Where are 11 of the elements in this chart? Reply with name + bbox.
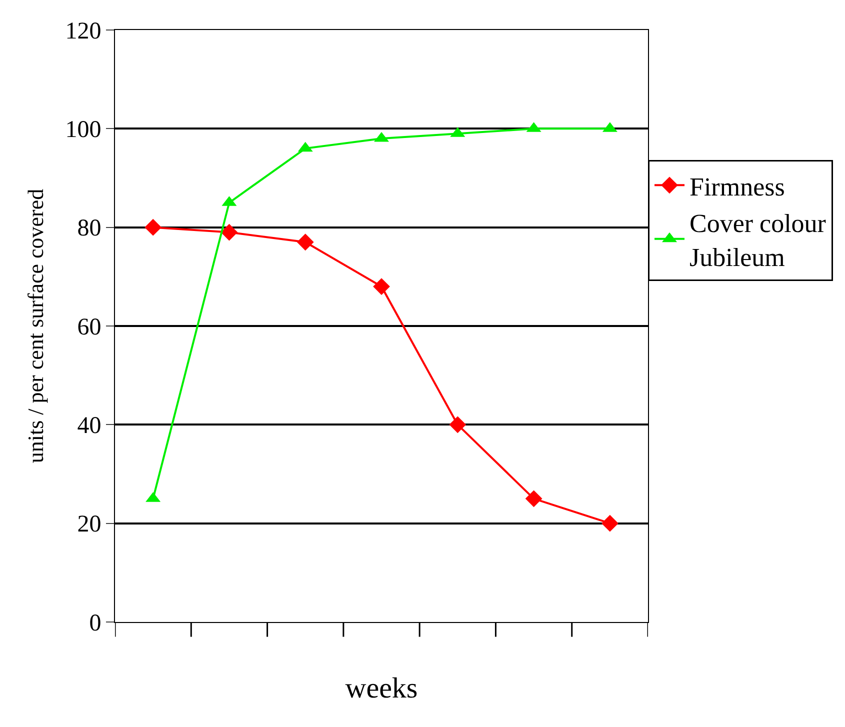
- y-tick-label: 0: [89, 610, 102, 636]
- y-tick-label: 80: [77, 216, 102, 242]
- legend-label: Firmness: [690, 172, 785, 202]
- y-tick-label: 100: [65, 117, 102, 144]
- y-tick-label: 40: [77, 413, 102, 440]
- x-axis-title: weeks: [345, 672, 418, 705]
- y-axis-title: units / per cent surface covered: [23, 188, 48, 464]
- y-tick-label: 20: [77, 512, 102, 538]
- legend-label: Cover colour Jubileum: [690, 209, 826, 272]
- y-tick-label: 120: [65, 18, 102, 44]
- y-tick-label: 60: [77, 314, 102, 340]
